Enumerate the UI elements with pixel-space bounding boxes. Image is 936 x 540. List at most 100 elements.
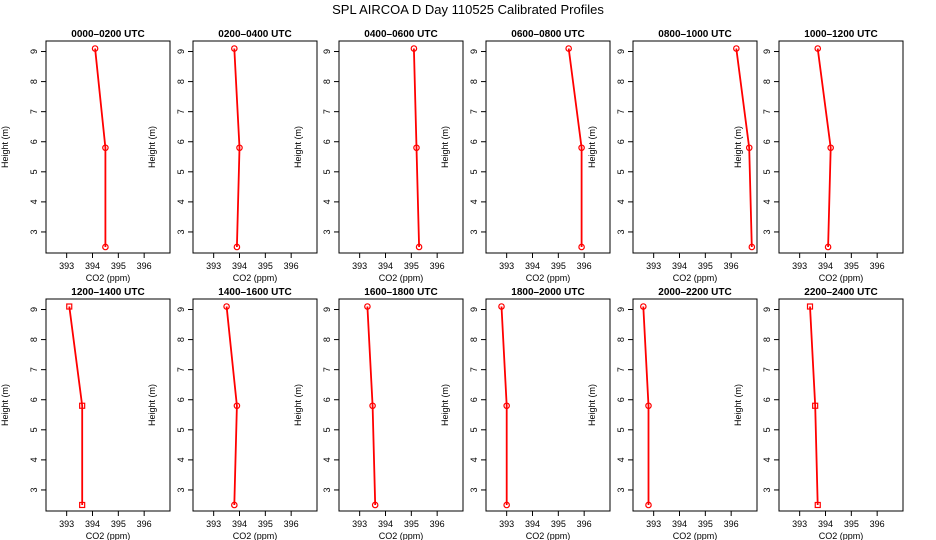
plot-frame [485, 298, 611, 512]
x-tick-label: 395 [404, 261, 419, 271]
data-point-marker [223, 303, 230, 310]
y-tick-label: 9 [322, 49, 332, 54]
y-tick-label: 8 [176, 337, 186, 342]
x-tick-label: 395 [111, 519, 126, 529]
x-tick-label: 393 [206, 519, 221, 529]
y-tick-label: 6 [29, 139, 39, 144]
data-point-marker [79, 501, 86, 509]
profile-panel: 1600–1800 UTC 393 394 395 396 3 4 5 6 7 8 9 CO2 (ppm… [293, 287, 464, 540]
x-tick-label: 393 [646, 261, 661, 271]
y-tick-label: 4 [616, 457, 626, 462]
x-tick-label: 395 [551, 519, 566, 529]
x-tick-label: 393 [352, 261, 367, 271]
y-tick-label: 3 [322, 487, 332, 492]
y-tick-label: 8 [29, 79, 39, 84]
data-point-marker [102, 243, 109, 251]
x-tick-label: 393 [792, 519, 807, 529]
y-tick-label: 9 [616, 307, 626, 312]
plot-frame [338, 40, 464, 254]
x-axis-label: CO2 (ppm) [673, 531, 718, 540]
x-tick-label: 396 [430, 261, 445, 271]
x-axis-label: CO2 (ppm) [233, 273, 278, 283]
panel-title: 1400–1600 UTC [218, 287, 291, 298]
x-tick-label: 396 [870, 261, 885, 271]
y-tick-label: 3 [469, 487, 479, 492]
y-tick-label: 7 [29, 367, 39, 372]
y-tick-label: 5 [616, 169, 626, 174]
x-tick-label: 396 [577, 519, 592, 529]
profile-panel: 0200–0400 UTC 393 394 395 396 3 4 5 6 7 8 9 CO2 (ppm… [147, 29, 318, 283]
data-point-marker [565, 45, 572, 52]
x-tick-label: 394 [232, 519, 247, 529]
plot-frame [778, 40, 904, 254]
y-tick-label: 8 [29, 337, 39, 342]
co2-profile-line [735, 48, 753, 248]
y-tick-label: 4 [176, 199, 186, 204]
x-tick-label: 395 [404, 519, 419, 529]
panel-title: 2000–2200 UTC [658, 287, 731, 298]
profile-panel: 0600–0800 UTC 393 394 395 396 3 4 5 6 7 8 9 CO2 (ppm… [440, 29, 611, 283]
y-tick-label: 3 [29, 487, 39, 492]
y-tick-label: 4 [762, 199, 772, 204]
profile-panel: 0000–0200 UTC 393 394 395 396 3 4 5 6 7 8 9 CO2 (ppm… [0, 29, 171, 283]
y-tick-label: 9 [469, 49, 479, 54]
y-tick-label: 7 [176, 367, 186, 372]
y-tick-label: 3 [176, 229, 186, 234]
y-tick-label: 8 [469, 79, 479, 84]
x-tick-label: 395 [551, 261, 566, 271]
y-tick-label: 8 [322, 337, 332, 342]
y-tick-label: 7 [469, 109, 479, 114]
y-tick-label: 4 [322, 199, 332, 204]
plot-frame [632, 40, 758, 254]
co2-profile-line [413, 48, 420, 248]
x-axis-label: CO2 (ppm) [673, 273, 718, 283]
plot-frame [45, 298, 171, 512]
x-tick-label: 396 [724, 519, 739, 529]
x-axis-label: CO2 (ppm) [526, 273, 571, 283]
y-tick-label: 9 [29, 307, 39, 312]
y-tick-label: 8 [762, 337, 772, 342]
y-tick-label: 6 [29, 397, 39, 402]
data-point-marker [645, 402, 652, 410]
y-tick-label: 8 [616, 79, 626, 84]
x-tick-label: 396 [870, 519, 885, 529]
y-tick-label: 5 [469, 427, 479, 432]
y-tick-label: 5 [762, 169, 772, 174]
x-tick-label: 393 [59, 261, 74, 271]
x-tick-label: 394 [672, 261, 687, 271]
data-point-marker [236, 144, 243, 152]
y-tick-label: 8 [469, 337, 479, 342]
panel-title: 0600–0800 UTC [511, 29, 584, 40]
y-axis-label: Height (m) [587, 126, 597, 168]
y-tick-label: 6 [176, 139, 186, 144]
data-point-marker [102, 144, 109, 152]
x-tick-label: 394 [818, 519, 833, 529]
y-tick-label: 3 [762, 487, 772, 492]
y-tick-label: 5 [29, 427, 39, 432]
y-tick-label: 3 [29, 229, 39, 234]
x-tick-label: 396 [137, 519, 152, 529]
y-tick-label: 9 [176, 49, 186, 54]
profile-panel: 0400–0600 UTC 393 394 395 396 3 4 5 6 7 8 9 CO2 (ppm… [293, 29, 464, 283]
data-point-marker [415, 243, 423, 251]
y-tick-label: 7 [322, 109, 332, 114]
data-point-marker [640, 303, 647, 310]
y-tick-label: 6 [322, 397, 332, 402]
plot-frame [192, 40, 318, 254]
y-tick-label: 4 [762, 457, 772, 462]
data-point-marker [578, 243, 585, 251]
profile-panel: 0800–1000 UTC 393 394 395 396 3 4 5 6 7 8 9 CO2 (ppm… [587, 29, 758, 283]
x-tick-label: 395 [258, 519, 273, 529]
co2-profile-line [816, 48, 832, 248]
x-tick-label: 393 [792, 261, 807, 271]
data-point-marker [369, 402, 376, 410]
plot-frame [192, 298, 318, 512]
y-tick-label: 7 [322, 367, 332, 372]
data-point-marker [233, 402, 241, 410]
co2-profile-line [68, 306, 84, 505]
panel-title: 1200–1400 UTC [71, 287, 144, 298]
panel-title: 2200–2400 UTC [804, 287, 877, 298]
profile-panel: 2200–2400 UTC 393 394 395 396 3 4 5 6 7 8 9 CO2 (ppm… [733, 287, 904, 540]
y-tick-label: 9 [762, 49, 772, 54]
y-tick-label: 8 [616, 337, 626, 342]
